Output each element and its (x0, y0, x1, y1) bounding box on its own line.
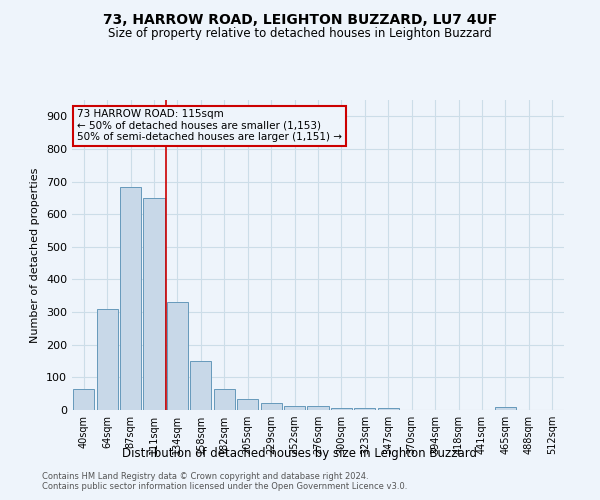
Bar (190, 361, 211, 410)
Bar (214, 390, 235, 410)
Bar (355, 408, 376, 410)
Bar (495, 406, 516, 410)
Bar (120, 187, 141, 410)
Text: Contains HM Land Registry data © Crown copyright and database right 2024.: Contains HM Land Registry data © Crown c… (42, 472, 368, 481)
Text: Size of property relative to detached houses in Leighton Buzzard: Size of property relative to detached ho… (108, 28, 492, 40)
Bar (284, 406, 305, 410)
Text: Distribution of detached houses by size in Leighton Buzzard: Distribution of detached houses by size … (122, 448, 478, 460)
Y-axis label: Number of detached properties: Number of detached properties (31, 168, 40, 342)
Bar (237, 398, 258, 410)
Text: Contains public sector information licensed under the Open Government Licence v3: Contains public sector information licen… (42, 482, 407, 491)
Bar (307, 406, 329, 410)
Bar (167, 302, 188, 410)
Text: 73, HARROW ROAD, LEIGHTON BUZZARD, LU7 4UF: 73, HARROW ROAD, LEIGHTON BUZZARD, LU7 4… (103, 12, 497, 26)
Bar (331, 408, 352, 410)
Text: 73 HARROW ROAD: 115sqm
← 50% of detached houses are smaller (1,153)
50% of semi-: 73 HARROW ROAD: 115sqm ← 50% of detached… (77, 110, 342, 142)
Bar (97, 309, 118, 410)
Bar (73, 390, 94, 410)
Bar (143, 198, 164, 410)
Bar (378, 408, 399, 410)
Bar (260, 404, 281, 410)
